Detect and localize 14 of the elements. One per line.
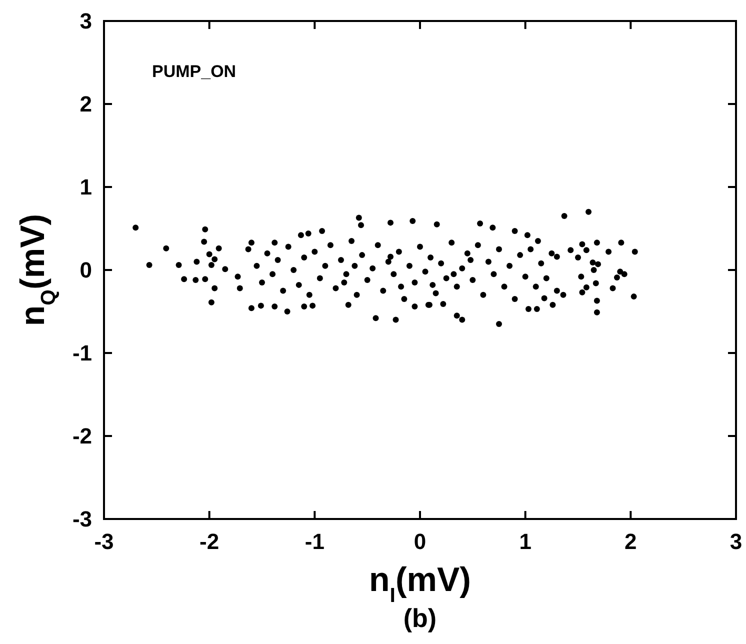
- annotation: PUMP_ON: [152, 62, 236, 81]
- x-tick-label: -1: [304, 529, 324, 554]
- x-tick-label: 3: [730, 529, 742, 554]
- y-tick-label: 2: [80, 92, 92, 116]
- y-tick-label: -1: [72, 340, 92, 366]
- y-tick-label: 0: [80, 258, 92, 282]
- y-tick-label: 1: [80, 174, 92, 200]
- x-tick-label: -2: [200, 529, 220, 554]
- y-tick-label: -2: [72, 424, 92, 448]
- x-tick-label: 2: [624, 529, 637, 554]
- x-tick-label: 0: [414, 529, 426, 554]
- y-tick-label: 3: [80, 8, 92, 34]
- x-tick-label: 1: [519, 529, 532, 554]
- y-tick-label: -3: [72, 506, 92, 532]
